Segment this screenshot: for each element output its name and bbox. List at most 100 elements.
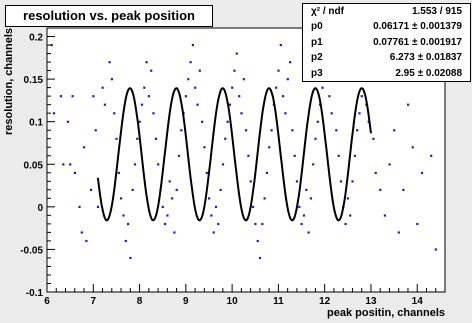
data-point [136, 137, 139, 140]
stats-key: p3 [311, 67, 323, 79]
data-point [344, 222, 347, 226]
data-point [275, 86, 278, 89]
data-point [372, 137, 375, 140]
data-point [240, 112, 243, 115]
data-point [265, 171, 268, 174]
y-tick-label: 0.2 [29, 33, 43, 44]
fit-curve [96, 87, 372, 222]
data-point [90, 188, 93, 191]
stats-row-chi2: χ² / ndf 1.553 / 915 [303, 4, 470, 19]
data-point [71, 95, 74, 98]
x-tick-label: 14 [412, 296, 424, 307]
data-point [219, 188, 222, 191]
data-point [328, 95, 331, 98]
data-point [254, 222, 257, 226]
data-point [196, 103, 199, 106]
data-point [189, 61, 192, 64]
stats-row-p2: p2 6.273 ± 0.01837 [303, 50, 470, 65]
data-point [117, 171, 120, 174]
data-point [59, 95, 63, 98]
data-point [226, 120, 229, 123]
data-point [233, 69, 236, 72]
data-point [383, 214, 386, 217]
data-point [261, 222, 264, 226]
data-point [379, 188, 382, 191]
data-point [402, 188, 405, 191]
data-point [108, 61, 111, 64]
x-tick-label: 7 [90, 296, 96, 307]
data-point [282, 95, 285, 98]
data-point [143, 86, 146, 89]
chart-title: resolution vs. peak position [5, 5, 213, 27]
y-tick-label: 0.15 [24, 75, 44, 86]
y-tick-label: 0.05 [24, 160, 44, 171]
stats-row-p3: p3 2.95 ± 0.02088 [303, 66, 470, 81]
x-axis-ticks: 6 7 8 9 10 11 12 13 14 [44, 284, 446, 307]
stats-value: 2.95 ± 0.02088 [395, 67, 462, 79]
data-point [145, 61, 148, 64]
data-point [164, 222, 167, 226]
data-point [434, 248, 437, 251]
data-point [92, 95, 95, 98]
data-point [69, 163, 72, 166]
data-point [113, 112, 116, 115]
data-point [249, 180, 252, 183]
data-point [268, 146, 271, 149]
data-point [152, 112, 155, 115]
data-point [270, 129, 273, 132]
data-point [101, 86, 104, 89]
data-point [335, 129, 338, 132]
data-point [407, 103, 410, 106]
stats-value: 0.06171 ± 0.001379 [373, 21, 462, 33]
data-point [293, 154, 296, 157]
data-point [124, 239, 127, 243]
data-point [78, 205, 81, 208]
data-point [184, 95, 187, 98]
stats-row-p0: p0 0.06171 ± 0.001379 [303, 19, 470, 34]
data-point [80, 231, 83, 234]
x-tick-label: 8 [137, 296, 143, 307]
data-point [138, 120, 141, 123]
data-point [62, 163, 65, 166]
data-point [203, 146, 206, 149]
data-point [256, 239, 259, 243]
y-axis-ticks: -0.1 -0.05 0 0.05 0.1 0.15 0.2 [20, 33, 55, 299]
stats-value: 1.553 / 915 [411, 6, 462, 17]
data-point [360, 95, 363, 98]
data-point [161, 205, 164, 208]
stats-key: p0 [311, 21, 323, 33]
data-point [358, 112, 361, 115]
data-point [212, 231, 215, 234]
data-point [210, 214, 213, 217]
data-point [224, 137, 227, 140]
y-axis-label: resolution, channels [3, 28, 15, 135]
y-tick-label: -0.1 [26, 288, 44, 299]
stats-key: p2 [311, 52, 323, 64]
stats-value: 6.273 ± 0.01837 [389, 52, 462, 64]
data-point [85, 239, 88, 243]
x-tick-label: 12 [319, 296, 331, 307]
data-point [312, 163, 315, 166]
y-tick-label: 0 [37, 203, 43, 214]
data-point [110, 78, 113, 81]
data-point [154, 137, 157, 140]
fit-stats-box: χ² / ndf 1.553 / 915 p0 0.06171 ± 0.0013… [302, 3, 471, 82]
stats-key: χ² / ndf [311, 6, 344, 17]
x-tick-label: 13 [365, 296, 377, 307]
data-point [133, 163, 137, 166]
data-point [321, 86, 324, 89]
stats-key: p1 [311, 36, 323, 48]
data-point [374, 171, 377, 174]
data-point [83, 146, 86, 149]
data-point [180, 129, 183, 132]
data-point [305, 188, 308, 191]
data-point [286, 78, 289, 81]
data-point [166, 214, 169, 217]
data-point [103, 103, 106, 106]
x-tick-label: 10 [227, 296, 239, 307]
x-tick-label: 6 [44, 296, 50, 307]
data-point [171, 197, 174, 200]
data-point [393, 129, 396, 132]
data-point [140, 103, 144, 106]
data-point [131, 188, 134, 191]
